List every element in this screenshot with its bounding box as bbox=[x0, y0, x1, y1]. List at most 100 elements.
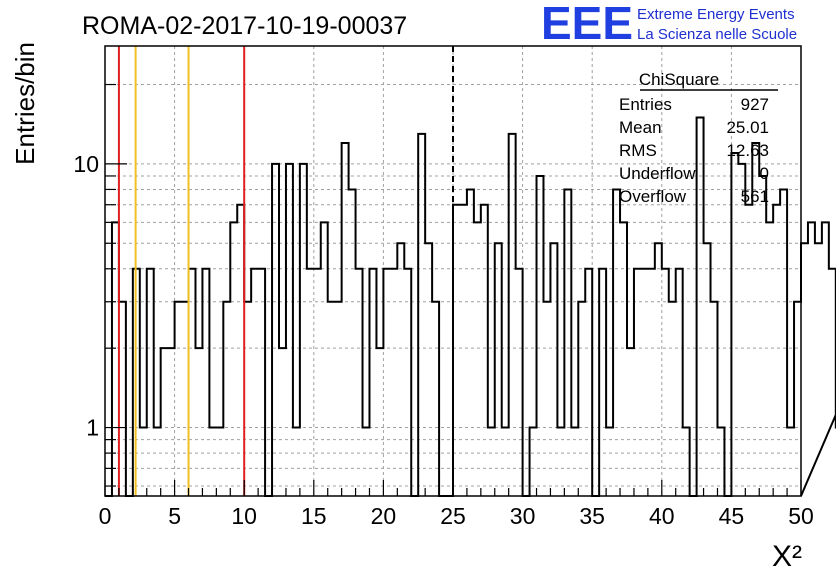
x-tick-label: 5 bbox=[168, 503, 181, 529]
histogram-bin bbox=[669, 302, 676, 496]
stats-label: Entries bbox=[619, 95, 672, 114]
histogram-bin bbox=[223, 302, 230, 496]
histogram-bin bbox=[453, 205, 460, 496]
histogram-bin bbox=[404, 269, 411, 496]
histogram-bin bbox=[168, 348, 175, 496]
histogram-bin bbox=[418, 134, 425, 496]
x-tick-label: 30 bbox=[510, 503, 536, 529]
histogram-bin bbox=[195, 348, 202, 496]
x-tick-label: 35 bbox=[579, 503, 605, 529]
stats-value: 12.63 bbox=[726, 141, 769, 160]
histogram-bin bbox=[745, 205, 752, 496]
histogram-bin bbox=[550, 243, 557, 496]
histogram-bin bbox=[307, 269, 314, 496]
histogram-outline bbox=[105, 116, 836, 497]
histogram-bin bbox=[738, 164, 745, 496]
histogram-bin bbox=[481, 205, 488, 496]
histogram-bin bbox=[543, 302, 550, 496]
histogram-bin bbox=[349, 189, 356, 496]
histogram-bin bbox=[460, 205, 467, 496]
histogram-bin bbox=[397, 243, 404, 496]
histogram-bin bbox=[202, 269, 209, 496]
histogram-bin bbox=[390, 269, 397, 496]
histogram-bin bbox=[467, 189, 474, 496]
histogram-bin bbox=[516, 269, 523, 496]
histogram-bin bbox=[182, 302, 189, 496]
x-tick-label: 20 bbox=[371, 503, 397, 529]
histogram-bin bbox=[251, 269, 258, 496]
histogram-bin bbox=[829, 269, 836, 496]
histogram-bin bbox=[766, 222, 773, 496]
histogram-bin bbox=[564, 189, 571, 496]
y-tick-label: 1 bbox=[86, 415, 99, 441]
histogram-bin bbox=[335, 302, 342, 496]
x-tick-label: 25 bbox=[440, 503, 466, 529]
run-title: ROMA-02-2017-10-19-00037 bbox=[82, 12, 407, 40]
stats-label: Mean bbox=[619, 118, 662, 137]
histogram-bin bbox=[509, 134, 516, 496]
histogram-bin bbox=[300, 164, 307, 496]
histogram-bin bbox=[662, 269, 669, 496]
histogram-bin bbox=[641, 269, 648, 496]
histogram-bin bbox=[711, 302, 718, 496]
stats-value: 0 bbox=[760, 164, 769, 183]
histogram-bin bbox=[585, 269, 592, 496]
stats-box: ChiSquare Entries 927 Mean 25.01 RMS 12.63 Und… bbox=[619, 70, 778, 206]
histogram-bin bbox=[627, 348, 634, 496]
histogram-bin bbox=[147, 269, 154, 496]
axes: 0 5 10 15 20 25 30 35 40 45 50 1 10 bbox=[73, 45, 814, 529]
x-tick-label: 0 bbox=[99, 503, 112, 529]
stats-label: RMS bbox=[619, 141, 657, 160]
histogram-bin bbox=[634, 269, 641, 496]
x-tick-label: 45 bbox=[719, 503, 745, 529]
histogram-bin bbox=[425, 243, 432, 496]
histogram bbox=[105, 116, 836, 497]
histogram-bin bbox=[279, 348, 286, 496]
stats-value: 927 bbox=[741, 95, 769, 114]
histogram-bin bbox=[237, 205, 244, 496]
histogram-bin bbox=[342, 143, 349, 496]
stats-value: 561 bbox=[741, 187, 769, 206]
histogram-bin bbox=[815, 243, 822, 496]
histogram-bin bbox=[286, 164, 293, 496]
eee-logo: EEE bbox=[541, 0, 633, 49]
histogram-bin bbox=[620, 222, 627, 496]
histogram-bin bbox=[801, 243, 808, 496]
histogram-bin bbox=[112, 222, 119, 496]
histogram-bin bbox=[655, 243, 662, 496]
histogram-bin bbox=[474, 222, 481, 496]
histogram-bin bbox=[175, 302, 182, 496]
histogram-bin bbox=[537, 176, 544, 496]
project-name-line1: Extreme Energy Events bbox=[637, 6, 795, 23]
stats-value: 25.01 bbox=[726, 118, 769, 137]
histogram-bin bbox=[773, 205, 780, 496]
stats-title: ChiSquare bbox=[639, 70, 719, 89]
histogram-bin bbox=[244, 302, 251, 496]
histogram-bin bbox=[258, 269, 265, 496]
y-axis-title: Entries/bin bbox=[10, 42, 40, 165]
stats-label: Underflow bbox=[619, 164, 696, 183]
histogram-bin bbox=[495, 243, 502, 496]
histogram-bin bbox=[808, 222, 815, 496]
histogram-bin bbox=[780, 189, 787, 496]
histogram-bin bbox=[314, 269, 321, 496]
histogram-bin bbox=[432, 302, 439, 496]
histogram-bin bbox=[328, 302, 335, 496]
x-axis-title: X² bbox=[772, 540, 802, 572]
histogram-bin bbox=[676, 269, 683, 496]
histogram-bin bbox=[376, 348, 383, 496]
histogram-bin bbox=[356, 269, 363, 496]
histogram-bin bbox=[272, 164, 279, 496]
x-tick-label: 10 bbox=[231, 503, 257, 529]
project-name-line2: La Scienza nelle Scuole bbox=[637, 26, 797, 43]
marker-lines bbox=[117, 46, 454, 496]
histogram-bin bbox=[321, 222, 328, 496]
histogram-bin bbox=[648, 269, 655, 496]
histogram-bin bbox=[822, 222, 829, 496]
histogram-bin bbox=[704, 243, 711, 496]
histogram-bin bbox=[383, 269, 390, 496]
histogram-bin bbox=[599, 269, 606, 496]
y-tick-label: 10 bbox=[73, 151, 99, 177]
histogram-bin bbox=[613, 189, 620, 496]
